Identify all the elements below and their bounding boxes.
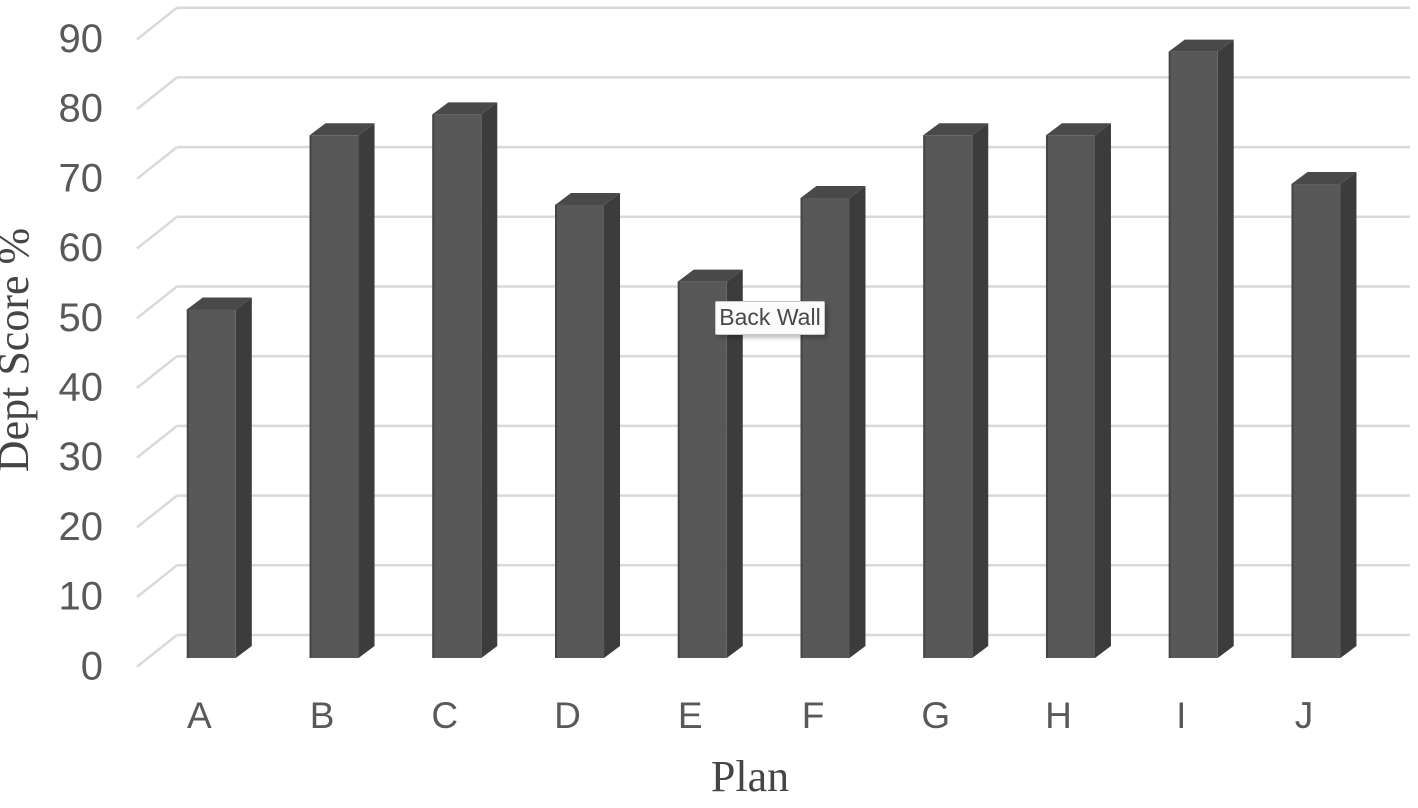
bar-top-face bbox=[186, 297, 252, 310]
y-tick-label-0: 0 bbox=[81, 644, 103, 688]
bar-front-face bbox=[800, 197, 850, 659]
bar-side-face bbox=[481, 102, 498, 659]
y-tick-label-70: 70 bbox=[59, 156, 104, 200]
bar-B[interactable] bbox=[309, 123, 375, 658]
bar-front-face bbox=[432, 114, 482, 659]
bar-top-face bbox=[800, 185, 866, 198]
bar-top-face bbox=[923, 123, 989, 136]
bar-side-face bbox=[358, 123, 375, 658]
bar-side-face bbox=[726, 269, 743, 658]
y-tick-label-90: 90 bbox=[59, 17, 104, 61]
x-category-label-I: I bbox=[1176, 695, 1186, 736]
y-tick-label-50: 50 bbox=[59, 296, 104, 340]
gridline-tick-10 bbox=[136, 564, 178, 598]
gridline-tick-90 bbox=[136, 6, 178, 41]
gridline-tick-0 bbox=[136, 634, 178, 668]
x-category-label-D: D bbox=[554, 695, 581, 736]
bar-top-face bbox=[309, 123, 375, 136]
bar-C[interactable] bbox=[432, 102, 498, 659]
bar-top-face bbox=[677, 269, 743, 282]
y-tick-label-10: 10 bbox=[59, 575, 104, 619]
bar-side-face bbox=[1217, 39, 1234, 659]
bar-E[interactable] bbox=[677, 269, 743, 658]
bar-top-face bbox=[1045, 123, 1111, 136]
bar-side-face bbox=[1094, 123, 1111, 658]
gridline-tick-40 bbox=[136, 355, 178, 389]
bar-front-face bbox=[1168, 51, 1218, 659]
x-category-label-B: B bbox=[310, 695, 335, 736]
bar-top-face bbox=[555, 192, 621, 205]
bar-A[interactable] bbox=[186, 297, 252, 659]
x-category-label-J: J bbox=[1295, 695, 1314, 736]
y-axis-tick-labels: 0 10 20 30 40 50 60 70 80 90 bbox=[59, 17, 104, 688]
bar-front-face bbox=[677, 281, 727, 658]
bar-side-face bbox=[1340, 172, 1357, 659]
bar-front-face bbox=[1291, 184, 1341, 659]
bar-top-face bbox=[1291, 172, 1357, 185]
x-axis-category-labels: A B C D E F G H I J bbox=[187, 695, 1313, 736]
gridline-tick-30 bbox=[136, 424, 178, 459]
bar-front-face bbox=[923, 135, 973, 658]
bar-side-face bbox=[604, 192, 621, 658]
bar-side-face bbox=[972, 123, 989, 658]
gridline-tick-20 bbox=[136, 494, 178, 529]
bar-front-face bbox=[555, 204, 605, 658]
back-wall-tooltip: Back Wall bbox=[715, 301, 825, 335]
y-tick-label-40: 40 bbox=[59, 365, 104, 409]
x-category-label-E: E bbox=[678, 695, 703, 736]
bar-side-face bbox=[235, 297, 252, 658]
bar-front-face bbox=[309, 135, 359, 658]
bar-side-face bbox=[849, 185, 866, 659]
x-category-label-C: C bbox=[431, 695, 458, 736]
x-axis-title: Plan bbox=[711, 752, 789, 801]
gridline-tick-70 bbox=[136, 146, 178, 180]
x-category-label-A: A bbox=[187, 695, 212, 736]
gridline-tick-60 bbox=[136, 215, 178, 250]
y-tick-label-30: 30 bbox=[59, 435, 104, 479]
x-category-label-F: F bbox=[802, 695, 825, 736]
gridline-tick-80 bbox=[136, 76, 178, 111]
bar-J[interactable] bbox=[1291, 172, 1357, 659]
x-category-label-H: H bbox=[1045, 695, 1072, 736]
bar-G[interactable] bbox=[923, 123, 989, 658]
y-tick-label-80: 80 bbox=[59, 87, 104, 131]
y-tick-label-20: 20 bbox=[59, 505, 104, 549]
bar-series bbox=[186, 39, 1357, 659]
x-category-label-G: G bbox=[921, 695, 950, 736]
gridline-tick-50 bbox=[136, 285, 178, 320]
bar-front-face bbox=[186, 309, 236, 658]
bar-D[interactable] bbox=[555, 192, 621, 658]
y-tick-label-60: 60 bbox=[59, 226, 104, 270]
y-axis-title: Dept Score % bbox=[0, 228, 38, 472]
bar-front-face bbox=[1045, 135, 1095, 658]
bar-top-face bbox=[432, 102, 498, 115]
bar-top-face bbox=[1168, 39, 1234, 52]
bar-I[interactable] bbox=[1168, 39, 1234, 659]
bar-H[interactable] bbox=[1045, 123, 1111, 658]
bar-F[interactable] bbox=[800, 185, 866, 659]
